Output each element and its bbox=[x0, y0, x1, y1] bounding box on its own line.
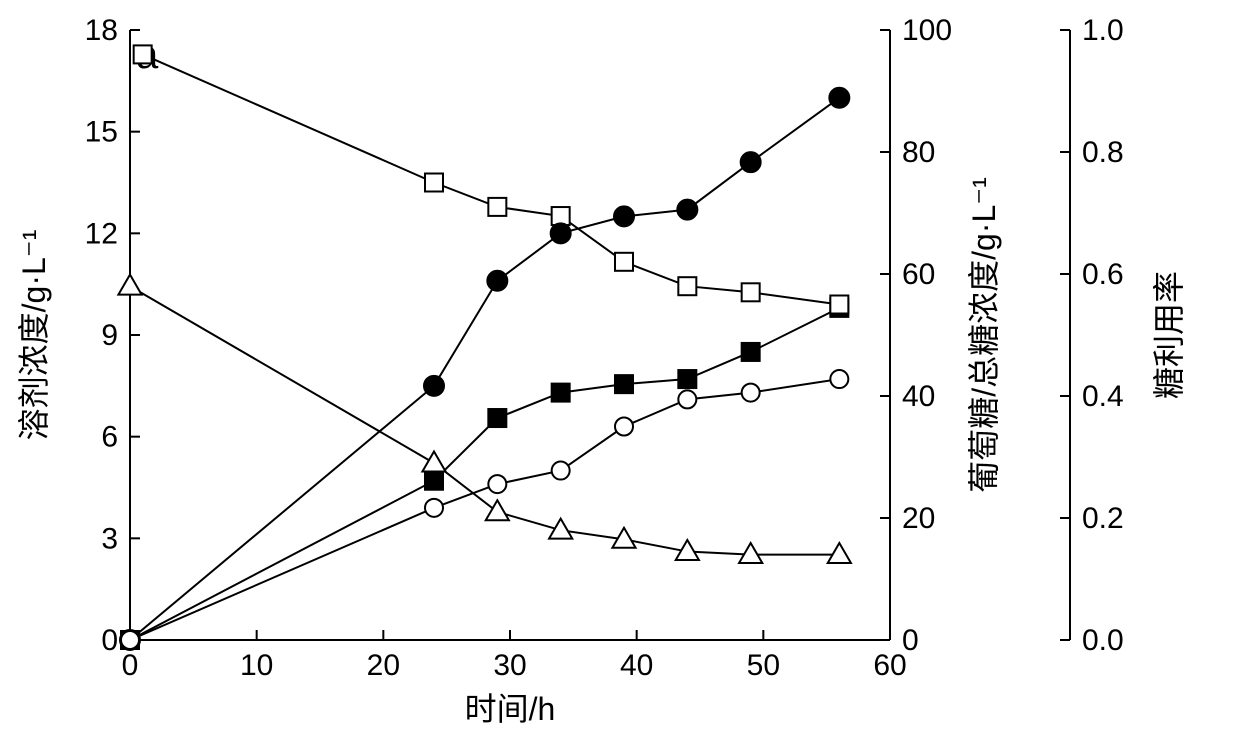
marker-filled-square bbox=[615, 375, 633, 393]
marker-open-square bbox=[742, 283, 760, 301]
marker-filled-circle bbox=[741, 152, 761, 172]
chart-panel: 0 10 20 30 40 50 60 时间/h 0 3 6 9 12 15 18 溶剂浓度/g·L⁻¹ 0 20… bbox=[0, 0, 1240, 738]
x-tick-label: 30 bbox=[493, 649, 526, 682]
marker-open-circle bbox=[830, 370, 848, 388]
marker-filled-circle bbox=[614, 206, 634, 226]
marker-filled-circle bbox=[829, 88, 849, 108]
y2-axis-label: 葡萄糖/总糖浓度/g·L⁻¹ bbox=[966, 177, 1002, 493]
marker-open-circle bbox=[552, 462, 570, 480]
y1-tick-label: 6 bbox=[101, 421, 118, 454]
y1-tick-label: 0 bbox=[101, 624, 118, 657]
marker-open-triangle bbox=[739, 543, 762, 563]
marker-open-triangle bbox=[118, 275, 141, 295]
x-tick-label: 0 bbox=[122, 649, 139, 682]
marker-filled-square bbox=[488, 409, 506, 427]
y2-tick-label: 0 bbox=[902, 624, 919, 657]
marker-filled-circle bbox=[677, 200, 697, 220]
y2-tick-label: 80 bbox=[902, 136, 935, 169]
marker-open-circle bbox=[121, 631, 139, 649]
marker-filled-square bbox=[425, 472, 443, 490]
y3-tick-label: 0.8 bbox=[1082, 136, 1124, 169]
y1-tick-label: 12 bbox=[85, 217, 118, 250]
marker-filled-circle bbox=[424, 376, 444, 396]
y3-tick-label: 1.0 bbox=[1082, 14, 1124, 47]
x-axis-label: 时间/h bbox=[465, 691, 556, 727]
y2-tick-label: 100 bbox=[902, 14, 952, 47]
marker-open-circle bbox=[488, 475, 506, 493]
marker-filled-square bbox=[742, 343, 760, 361]
series-line-open-circle bbox=[130, 379, 839, 640]
series-line-filled-square bbox=[130, 308, 839, 640]
y3-tick-label: 0.6 bbox=[1082, 258, 1124, 291]
y1-tick-label: 9 bbox=[101, 319, 118, 352]
marker-open-square bbox=[134, 45, 152, 63]
y2-tick-label: 60 bbox=[902, 258, 935, 291]
x-tick-label: 50 bbox=[747, 649, 780, 682]
series-line-open-triangle bbox=[130, 286, 839, 554]
y2-tick-label: 20 bbox=[902, 502, 935, 535]
y3-tick-label: 0.2 bbox=[1082, 502, 1124, 535]
marker-filled-circle bbox=[551, 223, 571, 243]
marker-open-square bbox=[615, 253, 633, 271]
series-line-filled-circle bbox=[130, 98, 839, 640]
y1-tick-label: 18 bbox=[85, 14, 118, 47]
marker-open-circle bbox=[425, 499, 443, 517]
y2-tick-label: 40 bbox=[902, 380, 935, 413]
x-tick-label: 40 bbox=[620, 649, 653, 682]
y3-axis-label: 糖利用率 bbox=[1151, 271, 1187, 399]
marker-open-square bbox=[678, 277, 696, 295]
x-tick-label: 10 bbox=[240, 649, 273, 682]
marker-open-square bbox=[830, 296, 848, 314]
marker-open-circle bbox=[742, 384, 760, 402]
y1-tick-label: 15 bbox=[85, 116, 118, 149]
marker-open-triangle bbox=[486, 500, 509, 520]
y3-tick-label: 0.4 bbox=[1082, 380, 1124, 413]
chart-svg: 0 10 20 30 40 50 60 时间/h 0 3 6 9 12 15 18 溶剂浓度/g·L⁻¹ 0 20… bbox=[0, 0, 1240, 738]
marker-open-triangle bbox=[828, 543, 851, 563]
y3-tick-label: 0.0 bbox=[1082, 624, 1124, 657]
marker-open-square bbox=[488, 198, 506, 216]
marker-filled-square bbox=[678, 370, 696, 388]
marker-filled-circle bbox=[487, 271, 507, 291]
y1-axis-label: 溶剂浓度/g·L⁻¹ bbox=[16, 230, 52, 441]
marker-filled-square bbox=[552, 384, 570, 402]
marker-open-triangle bbox=[422, 452, 445, 472]
series-line-open-square bbox=[143, 54, 840, 304]
y1-tick-label: 3 bbox=[101, 522, 118, 555]
marker-open-circle bbox=[615, 418, 633, 436]
marker-open-circle bbox=[678, 390, 696, 408]
marker-open-square bbox=[425, 174, 443, 192]
x-tick-label: 20 bbox=[367, 649, 400, 682]
